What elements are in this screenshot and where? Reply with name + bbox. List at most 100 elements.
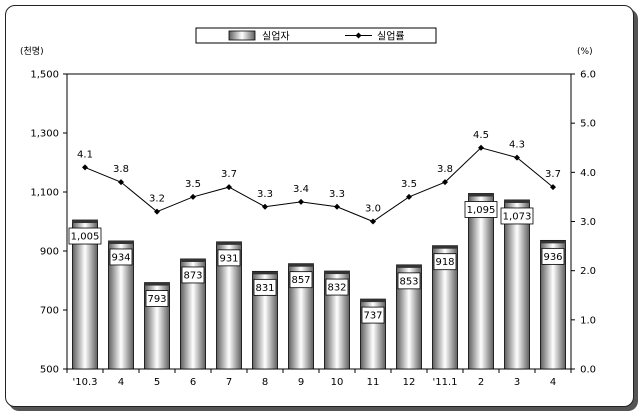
right-tick-label: 0.0 bbox=[580, 365, 596, 376]
bar-top-edge bbox=[72, 220, 98, 224]
bar-label-box bbox=[361, 306, 385, 324]
bar-top-edge bbox=[216, 241, 242, 245]
bar bbox=[504, 199, 530, 370]
bar-label-box bbox=[217, 249, 241, 267]
bar-label: 831 bbox=[255, 283, 274, 294]
rate-marker bbox=[82, 164, 88, 171]
bar bbox=[72, 219, 98, 370]
right-tick-label: 6.0 bbox=[580, 70, 596, 81]
bar-top-edge bbox=[432, 245, 458, 249]
rate-label: 3.5 bbox=[185, 179, 201, 190]
rate-marker bbox=[550, 184, 556, 191]
left-tick-label: 700 bbox=[40, 306, 59, 317]
bar-label-box bbox=[464, 201, 498, 218]
bar-label: 853 bbox=[399, 276, 418, 287]
bar-label-box bbox=[253, 278, 277, 296]
rate-label: 3.8 bbox=[437, 164, 453, 175]
bar-label-box bbox=[397, 272, 421, 290]
bar-label-box bbox=[109, 248, 133, 266]
legend-bar-swatch bbox=[228, 30, 256, 41]
legend-box bbox=[195, 27, 437, 44]
bar-label-box bbox=[325, 278, 349, 296]
bar-label: 873 bbox=[183, 270, 202, 281]
rate-marker bbox=[442, 179, 448, 186]
bar-top-edge bbox=[396, 264, 422, 268]
legend-label-bar: 실업자 bbox=[262, 30, 290, 43]
rate-label: 3.3 bbox=[329, 189, 345, 200]
x-axis: '10.3 4 5 6 7 8 9 10 11 12 '11.1 2 3 4 bbox=[66, 369, 572, 388]
x-tick-label: 6 bbox=[190, 377, 196, 388]
rate-marker bbox=[190, 193, 196, 200]
left-tick-label: 1,300 bbox=[30, 129, 59, 140]
right-tick-label: 2.0 bbox=[580, 266, 596, 277]
line-series: 4.1 3.8 3.2 3.5 3.7 3.3 3.4 3.3 3.0 3.5 3.8 4.5 4.3 3… bbox=[77, 130, 561, 225]
right-tick-label: 3.0 bbox=[580, 217, 596, 228]
rate-marker bbox=[154, 208, 160, 215]
right-tick-label: 1.0 bbox=[580, 315, 596, 326]
rate-label: 3.5 bbox=[401, 179, 417, 190]
rate-marker bbox=[406, 193, 412, 200]
bar bbox=[468, 193, 494, 370]
x-tick-label: 9 bbox=[298, 377, 304, 388]
bar-series: 1,005 934 793 873 931 831 857 832 737 853 918 1,095… bbox=[68, 193, 566, 370]
x-tick-label: 5 bbox=[154, 377, 160, 388]
rate-marker bbox=[514, 154, 520, 161]
right-tick-label: 5.0 bbox=[580, 119, 596, 130]
bar-label: 918 bbox=[435, 257, 454, 268]
x-tick-label: '11.1 bbox=[432, 377, 457, 388]
x-tick-label: 11 bbox=[367, 377, 380, 388]
rate-label: 3.8 bbox=[113, 164, 129, 175]
bar-label-box bbox=[500, 207, 534, 225]
left-tick-label: 1,100 bbox=[30, 188, 59, 199]
rate-label: 4.5 bbox=[473, 130, 489, 141]
bar-label: 857 bbox=[291, 275, 310, 286]
left-tick-label: 500 bbox=[40, 365, 59, 376]
bar-top-edge bbox=[540, 240, 566, 244]
legend: 실업자 실업률 bbox=[195, 27, 437, 44]
bar-top-edge bbox=[144, 282, 170, 286]
x-tick-label: 3 bbox=[514, 377, 520, 388]
bar-label-box bbox=[289, 271, 313, 289]
bar-top-edge bbox=[360, 299, 386, 303]
x-tick-label: 8 bbox=[262, 377, 268, 388]
bar-top-edge bbox=[324, 271, 350, 275]
right-axis: 0.0 1.0 2.0 3.0 4.0 5.0 6.0 bbox=[571, 70, 596, 376]
bar-label: 934 bbox=[111, 252, 130, 263]
bar-label-box bbox=[433, 253, 457, 271]
bar-label-box bbox=[145, 290, 169, 307]
left-tick-label: 1,500 bbox=[30, 70, 59, 81]
right-axis-unit: (%) bbox=[577, 47, 593, 57]
rate-label: 3.3 bbox=[257, 189, 273, 200]
bar-label: 1,005 bbox=[71, 232, 100, 243]
bar-top-edge bbox=[108, 240, 134, 244]
rate-label: 3.4 bbox=[293, 184, 309, 195]
bar-label-box bbox=[181, 266, 205, 284]
left-axis-unit: (천명) bbox=[20, 46, 44, 57]
right-tick-label: 4.0 bbox=[580, 168, 596, 179]
bar-label: 793 bbox=[147, 294, 166, 305]
rate-marker bbox=[334, 203, 340, 210]
bar-label: 931 bbox=[219, 253, 238, 264]
plot-area bbox=[66, 73, 572, 370]
rate-label: 3.0 bbox=[365, 204, 381, 215]
rate-label: 4.3 bbox=[509, 140, 525, 151]
bar-label: 1,095 bbox=[467, 205, 496, 216]
rate-marker bbox=[118, 179, 124, 186]
rate-marker bbox=[298, 198, 304, 205]
x-tick-label: 2 bbox=[478, 377, 484, 388]
bar-label-box bbox=[68, 227, 102, 245]
rate-label: 3.7 bbox=[545, 169, 561, 180]
x-tick-label: 12 bbox=[403, 377, 416, 388]
bar-label: 737 bbox=[363, 311, 382, 322]
bar-label: 936 bbox=[543, 252, 562, 263]
x-tick-label: 4 bbox=[118, 377, 124, 388]
bar-top-edge bbox=[180, 258, 206, 262]
x-tick-label: '10.3 bbox=[72, 377, 97, 388]
left-tick-label: 900 bbox=[40, 247, 59, 258]
bar-top-edge bbox=[504, 199, 530, 203]
bar-top-edge bbox=[468, 193, 494, 197]
bar-label-box bbox=[541, 247, 565, 265]
bar-label: 1,073 bbox=[503, 211, 532, 222]
legend-label-line: 실업률 bbox=[377, 30, 405, 43]
